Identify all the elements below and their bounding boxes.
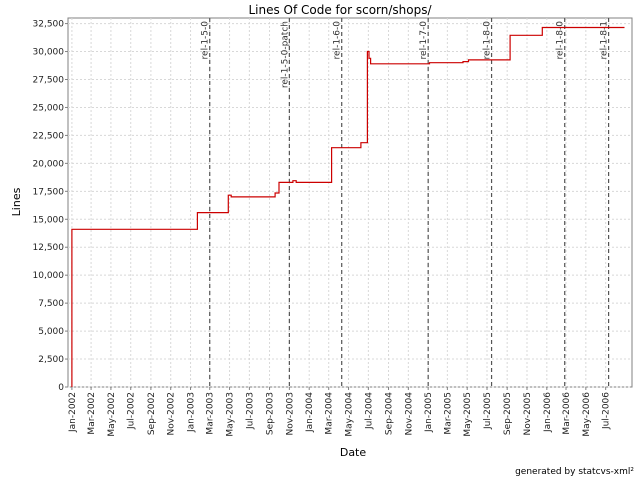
release-marker-label: rel-1-7-0 — [419, 21, 429, 60]
x-tick-label: Sep-2005 — [503, 392, 513, 435]
y-tick-label: 22,500 — [33, 131, 65, 141]
x-tick-label: Nov-2004 — [404, 392, 414, 436]
x-tick-label: Jan-2002 — [68, 392, 78, 433]
release-marker-label: rel-1-5-0-patch — [280, 21, 290, 88]
y-tick-label: 32,500 — [33, 20, 65, 30]
y-tick-label: 2,500 — [38, 355, 64, 365]
x-tick-label: May-2002 — [107, 392, 117, 437]
x-tick-label: May-2004 — [345, 392, 355, 437]
x-tick-label: Jan-2004 — [305, 392, 315, 433]
x-tick-label: Jul-2005 — [483, 392, 493, 430]
x-tick-label: Jan-2005 — [424, 392, 434, 433]
chart-title: Lines Of Code for scorn/shops/ — [248, 3, 432, 17]
x-tick-label: Nov-2003 — [285, 392, 295, 435]
plot-area — [67, 17, 633, 388]
y-tick-label: 25,000 — [33, 103, 65, 113]
x-tick-label: Mar-2002 — [87, 392, 97, 435]
x-tick-label: Jul-2002 — [127, 392, 137, 430]
x-tick-label: May-2005 — [463, 392, 473, 437]
x-tick-label: Jul-2006 — [602, 392, 612, 430]
x-tick-label: Jan-2003 — [187, 392, 197, 433]
x-tick-label: Mar-2003 — [206, 392, 216, 435]
x-tick-label: Jul-2004 — [364, 392, 374, 430]
y-tick-label: 15,000 — [33, 215, 65, 225]
release-marker-label: rel-1-5-0 — [201, 21, 211, 60]
x-axis-ticks: Jan-2002 Mar-2002 May-2002 Jul-2002 Sep-2002… — [68, 387, 612, 437]
release-marker-label: rel-1-6-0 — [333, 21, 343, 60]
x-axis-label: Date — [340, 446, 367, 459]
y-tick-label: 0 — [58, 383, 64, 393]
release-markers: rel-1-5-0 rel-1-5-0-patch rel-1-6-0 rel-1-7… — [201, 18, 610, 387]
release-marker-label: rel-1-8-0 — [556, 21, 566, 60]
y-axis-ticks: 0 2,500 5,000 7,500 10,000 12,500 15,000 17,500… — [33, 20, 68, 393]
x-tick-label: Sep-2004 — [385, 392, 395, 435]
x-tick-label: Sep-2003 — [266, 392, 276, 435]
series-layer — [71, 26, 625, 387]
y-tick-label: 5,000 — [38, 327, 64, 337]
release-marker-label: rel-1-8-1 — [600, 21, 610, 59]
x-tick-label: Mar-2006 — [562, 392, 572, 435]
x-tick-label: Nov-2005 — [523, 392, 533, 435]
footer-credit: generated by statcvs-xml² — [515, 467, 634, 477]
x-tick-label: May-2006 — [582, 392, 592, 437]
y-tick-label: 20,000 — [33, 159, 65, 169]
y-tick-label: 7,500 — [38, 299, 64, 309]
x-tick-label: Mar-2005 — [443, 392, 453, 435]
x-tick-label: Jul-2003 — [245, 392, 255, 430]
y-axis-label: Lines — [10, 187, 23, 216]
y-tick-label: 10,000 — [33, 271, 65, 281]
loc-series-line — [71, 26, 625, 387]
y-tick-label: 27,500 — [33, 76, 65, 86]
x-tick-label: Jan-2006 — [543, 392, 553, 433]
y-tick-label: 17,500 — [33, 187, 65, 197]
y-tick-label: 12,500 — [33, 243, 65, 253]
x-tick-label: May-2003 — [226, 392, 236, 437]
x-tick-label: Sep-2002 — [147, 392, 157, 435]
release-marker-label: rel-1-8-0 — [483, 21, 493, 60]
x-tick-label: Nov-2002 — [167, 392, 177, 435]
x-tick-label: Mar-2004 — [325, 392, 335, 435]
y-tick-label: 30,000 — [33, 48, 65, 58]
